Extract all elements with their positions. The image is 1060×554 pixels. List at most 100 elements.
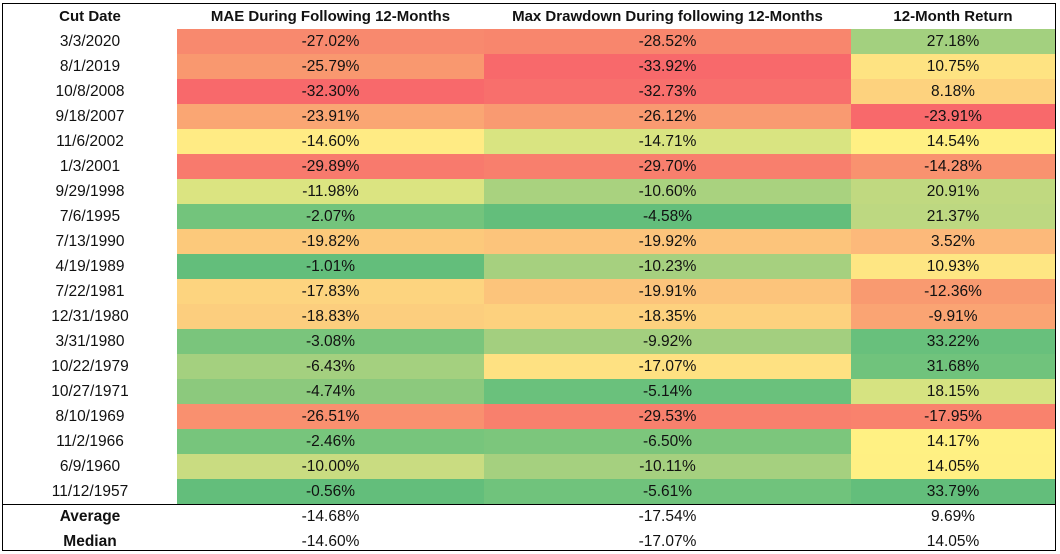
cut-date-cell: 3/3/2020 xyxy=(3,29,177,54)
mae-cell: -2.07% xyxy=(177,204,484,229)
cut-date-cell: 7/13/1990 xyxy=(3,229,177,254)
table-row: 11/12/1957-0.56%-5.61%33.79% xyxy=(3,479,1055,505)
return-cell: 8.18% xyxy=(851,79,1055,104)
summary-max-drawdown: -17.54% xyxy=(484,505,851,530)
return-cell: 27.18% xyxy=(851,29,1055,54)
return-cell: -23.91% xyxy=(851,104,1055,129)
cut-date-cell: 9/29/1998 xyxy=(3,179,177,204)
table-row: 8/10/1969-26.51%-29.53%-17.95% xyxy=(3,404,1055,429)
max-drawdown-cell: -32.73% xyxy=(484,79,851,104)
cut-date-cell: 1/3/2001 xyxy=(3,154,177,179)
mae-cell: -26.51% xyxy=(177,404,484,429)
return-cell: 20.91% xyxy=(851,179,1055,204)
summary-row: Average-14.68%-17.54%9.69% xyxy=(3,505,1055,530)
return-cell: -14.28% xyxy=(851,154,1055,179)
return-cell: 31.68% xyxy=(851,354,1055,379)
spreadsheet-table-frame: Cut Date MAE During Following 12-Months … xyxy=(2,3,1056,551)
max-drawdown-cell: -9.92% xyxy=(484,329,851,354)
mae-cell: -17.83% xyxy=(177,279,484,304)
table-row: 8/1/2019-25.79%-33.92%10.75% xyxy=(3,54,1055,79)
table-row: 7/13/1990-19.82%-19.92%3.52% xyxy=(3,229,1055,254)
drawdown-table: Cut Date MAE During Following 12-Months … xyxy=(3,4,1055,554)
header-12-month-return: 12-Month Return xyxy=(851,4,1055,29)
table-row: 9/18/2007-23.91%-26.12%-23.91% xyxy=(3,104,1055,129)
mae-cell: -0.56% xyxy=(177,479,484,505)
table-row: 10/27/1971-4.74%-5.14%18.15% xyxy=(3,379,1055,404)
return-cell: -9.91% xyxy=(851,304,1055,329)
cut-date-cell: 4/19/1989 xyxy=(3,254,177,279)
mae-cell: -6.43% xyxy=(177,354,484,379)
cut-date-cell: 7/22/1981 xyxy=(3,279,177,304)
table-body: 3/3/2020-27.02%-28.52%27.18%8/1/2019-25.… xyxy=(3,29,1055,554)
summary-mae: -14.60% xyxy=(177,530,484,554)
mae-cell: -23.91% xyxy=(177,104,484,129)
cut-date-cell: 10/22/1979 xyxy=(3,354,177,379)
max-drawdown-cell: -14.71% xyxy=(484,129,851,154)
cut-date-cell: 12/31/1980 xyxy=(3,304,177,329)
table-row: 4/19/1989-1.01%-10.23%10.93% xyxy=(3,254,1055,279)
table-row: 3/31/1980-3.08%-9.92%33.22% xyxy=(3,329,1055,354)
cut-date-cell: 6/9/1960 xyxy=(3,454,177,479)
table-row: 10/22/1979-6.43%-17.07%31.68% xyxy=(3,354,1055,379)
return-cell: 33.22% xyxy=(851,329,1055,354)
cut-date-cell: 11/12/1957 xyxy=(3,479,177,505)
mae-cell: -4.74% xyxy=(177,379,484,404)
table-row: 6/9/1960-10.00%-10.11%14.05% xyxy=(3,454,1055,479)
summary-label: Median xyxy=(3,530,177,554)
table-row: 10/8/2008-32.30%-32.73%8.18% xyxy=(3,79,1055,104)
mae-cell: -27.02% xyxy=(177,29,484,54)
return-cell: 10.75% xyxy=(851,54,1055,79)
table-row: 7/6/1995-2.07%-4.58%21.37% xyxy=(3,204,1055,229)
cut-date-cell: 11/6/2002 xyxy=(3,129,177,154)
table-row: 11/2/1966-2.46%-6.50%14.17% xyxy=(3,429,1055,454)
table-row: 3/3/2020-27.02%-28.52%27.18% xyxy=(3,29,1055,54)
return-cell: -12.36% xyxy=(851,279,1055,304)
summary-return: 14.05% xyxy=(851,530,1055,554)
max-drawdown-cell: -19.92% xyxy=(484,229,851,254)
max-drawdown-cell: -17.07% xyxy=(484,354,851,379)
return-cell: 14.54% xyxy=(851,129,1055,154)
return-cell: 10.93% xyxy=(851,254,1055,279)
max-drawdown-cell: -18.35% xyxy=(484,304,851,329)
mae-cell: -3.08% xyxy=(177,329,484,354)
max-drawdown-cell: -29.53% xyxy=(484,404,851,429)
mae-cell: -19.82% xyxy=(177,229,484,254)
max-drawdown-cell: -19.91% xyxy=(484,279,851,304)
table-row: 11/6/2002-14.60%-14.71%14.54% xyxy=(3,129,1055,154)
max-drawdown-cell: -26.12% xyxy=(484,104,851,129)
return-cell: 18.15% xyxy=(851,379,1055,404)
table-row: 12/31/1980-18.83%-18.35%-9.91% xyxy=(3,304,1055,329)
mae-cell: -2.46% xyxy=(177,429,484,454)
cut-date-cell: 10/8/2008 xyxy=(3,79,177,104)
summary-row: Median-14.60%-17.07%14.05% xyxy=(3,530,1055,554)
header-max-drawdown: Max Drawdown During following 12-Months xyxy=(484,4,851,29)
max-drawdown-cell: -6.50% xyxy=(484,429,851,454)
return-cell: 14.17% xyxy=(851,429,1055,454)
max-drawdown-cell: -10.23% xyxy=(484,254,851,279)
mae-cell: -10.00% xyxy=(177,454,484,479)
summary-return: 9.69% xyxy=(851,505,1055,530)
mae-cell: -25.79% xyxy=(177,54,484,79)
mae-cell: -14.60% xyxy=(177,129,484,154)
max-drawdown-cell: -5.14% xyxy=(484,379,851,404)
mae-cell: -1.01% xyxy=(177,254,484,279)
max-drawdown-cell: -10.60% xyxy=(484,179,851,204)
summary-label: Average xyxy=(3,505,177,530)
return-cell: 21.37% xyxy=(851,204,1055,229)
header-mae: MAE During Following 12-Months xyxy=(177,4,484,29)
mae-cell: -29.89% xyxy=(177,154,484,179)
return-cell: -17.95% xyxy=(851,404,1055,429)
header-cut-date: Cut Date xyxy=(3,4,177,29)
cut-date-cell: 10/27/1971 xyxy=(3,379,177,404)
cut-date-cell: 9/18/2007 xyxy=(3,104,177,129)
table-row: 1/3/2001-29.89%-29.70%-14.28% xyxy=(3,154,1055,179)
cut-date-cell: 7/6/1995 xyxy=(3,204,177,229)
cut-date-cell: 11/2/1966 xyxy=(3,429,177,454)
header-row: Cut Date MAE During Following 12-Months … xyxy=(3,4,1055,29)
mae-cell: -18.83% xyxy=(177,304,484,329)
summary-max-drawdown: -17.07% xyxy=(484,530,851,554)
return-cell: 3.52% xyxy=(851,229,1055,254)
table-row: 9/29/1998-11.98%-10.60%20.91% xyxy=(3,179,1055,204)
max-drawdown-cell: -29.70% xyxy=(484,154,851,179)
return-cell: 14.05% xyxy=(851,454,1055,479)
